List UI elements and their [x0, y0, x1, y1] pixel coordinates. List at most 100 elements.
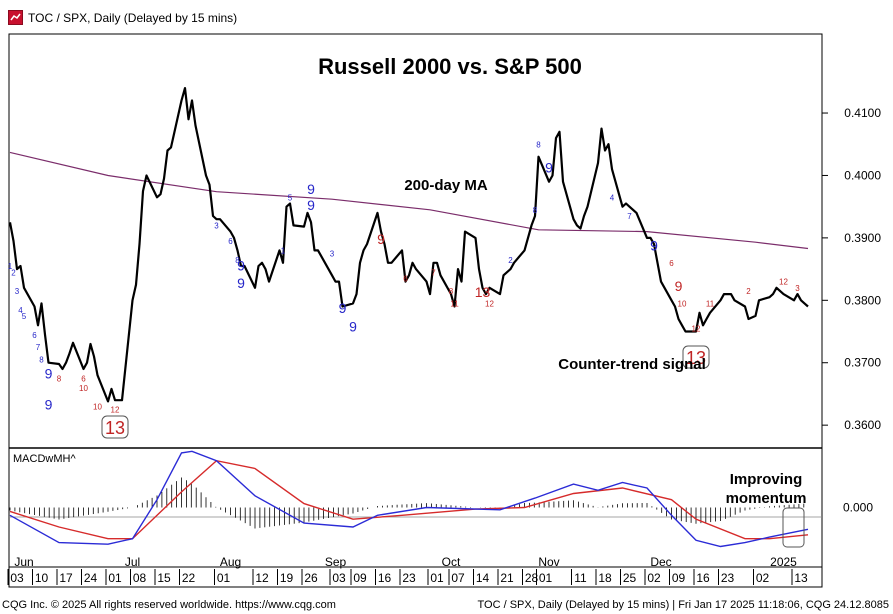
count-label: 9	[675, 278, 683, 294]
count-label: 10	[93, 403, 102, 412]
count-label: 3	[795, 284, 800, 293]
count-label: 2	[508, 256, 513, 265]
chart-title: Russell 2000 vs. S&P 500	[318, 54, 582, 79]
macd-y-tick-label: 0.000	[843, 501, 873, 515]
date-tick-label: 23	[402, 571, 416, 585]
date-tick-label: 12	[255, 571, 269, 585]
date-tick-label: 10	[35, 571, 49, 585]
momentum-highlight-box	[782, 507, 805, 548]
count-label: 12	[692, 325, 701, 334]
count-label: 9	[45, 397, 53, 413]
date-tick-label: 24	[84, 571, 98, 585]
count-label: 8	[57, 374, 62, 383]
count-label: 13	[475, 284, 491, 300]
count-label: 9	[237, 275, 245, 291]
window-title-bar: TOC / SPX, Daily (Delayed by 15 mins)	[0, 0, 893, 34]
count-label: 1	[281, 246, 286, 255]
count-label: 6	[669, 259, 674, 268]
date-tick-label: 13	[794, 571, 808, 585]
ma-label: 200-day MA	[404, 177, 488, 194]
date-tick-label: 01	[539, 571, 553, 585]
count-label: 8	[235, 256, 240, 265]
count-label: 8	[533, 206, 538, 215]
date-tick-label: 14	[476, 571, 490, 585]
y-tick-label: 0.3700	[844, 356, 881, 370]
date-tick-label: 15	[157, 571, 171, 585]
count-label: 5	[288, 193, 293, 202]
y-tick-label: 0.3800	[844, 293, 881, 307]
app-logo-icon	[8, 10, 23, 25]
signal-count-13: 13	[105, 418, 125, 438]
count-label: 9	[377, 231, 385, 247]
date-tick-label: 02	[756, 571, 770, 585]
macd-title: MACDwMH^	[13, 453, 76, 465]
month-label: Jul	[125, 555, 140, 569]
window-title: TOC / SPX, Daily (Delayed by 15 mins)	[28, 11, 238, 25]
count-label: 1	[8, 262, 13, 271]
count-label: 3	[15, 287, 20, 296]
signal-box	[682, 345, 710, 369]
date-tick-label: 17	[59, 571, 73, 585]
count-label: 2	[746, 287, 751, 296]
count-label: 7	[627, 212, 632, 221]
month-label: 2025	[770, 555, 797, 569]
date-tick-label: 16	[696, 571, 710, 585]
count-label: 10	[79, 384, 88, 393]
count-label: 3	[214, 222, 219, 231]
y-tick-label: 0.4000	[844, 168, 881, 182]
date-tick-label: 07	[451, 571, 465, 585]
macd-fast-line	[9, 450, 809, 548]
count-label: 12	[779, 278, 788, 287]
month-label: Oct	[442, 555, 461, 569]
month-label: Sep	[325, 555, 347, 569]
date-tick-label: 08	[133, 571, 147, 585]
date-tick-label: 11	[574, 571, 587, 585]
count-label: 9	[237, 257, 245, 273]
date-tick-label: 25	[623, 571, 637, 585]
date-tick-label: 09	[672, 571, 686, 585]
month-label: Jun	[14, 555, 33, 569]
y-tick-label: 0.4100	[844, 106, 881, 120]
date-tick-label: 01	[108, 571, 122, 585]
date-tick-label: 28	[525, 571, 539, 585]
macd-slow-line	[9, 459, 809, 540]
month-label: Dec	[650, 555, 671, 569]
date-tick-label: 01	[430, 571, 444, 585]
count-label: 11	[706, 300, 715, 309]
count-label: 8	[39, 356, 44, 365]
date-tick-label: 23	[721, 571, 735, 585]
date-tick-label: 19	[280, 571, 294, 585]
count-label: 9	[349, 319, 357, 335]
count-label: 6	[81, 374, 86, 383]
count-label: 9	[45, 365, 53, 381]
count-label: 12	[111, 406, 120, 415]
y-tick-label: 0.3900	[844, 231, 881, 245]
count-label: 3	[330, 250, 335, 259]
ma-200-line	[9, 151, 809, 250]
date-tick-label: 21	[500, 571, 514, 585]
count-label: 7	[431, 268, 436, 277]
footer-copyright: CQG Inc. © 2025 All rights reserved worl…	[2, 599, 336, 611]
month-label: Nov	[538, 555, 559, 569]
count-label: 9	[307, 181, 315, 197]
count-label: 8	[536, 140, 541, 149]
count-label: 10	[678, 300, 687, 309]
date-tick-label: 03	[10, 571, 24, 585]
count-label: 12	[485, 300, 494, 309]
footer-status: TOC / SPX, Daily (Delayed by 15 mins) | …	[477, 599, 890, 611]
date-tick-label: 02	[647, 571, 661, 585]
date-tick-label: 03	[332, 571, 346, 585]
count-label: 6	[403, 275, 408, 284]
date-tick-label: 22	[182, 571, 196, 585]
count-label: 8	[449, 287, 454, 296]
count-label: 4	[18, 306, 23, 315]
date-tick-label: 16	[378, 571, 392, 585]
count-label: 2	[11, 268, 16, 277]
count-label: 9	[307, 197, 315, 213]
momentum-label: momentum	[726, 490, 807, 507]
y-tick-label: 0.3600	[844, 418, 881, 432]
improving-label: Improving	[730, 471, 803, 488]
date-tick-label: 01	[217, 571, 231, 585]
price-line	[8, 87, 809, 403]
